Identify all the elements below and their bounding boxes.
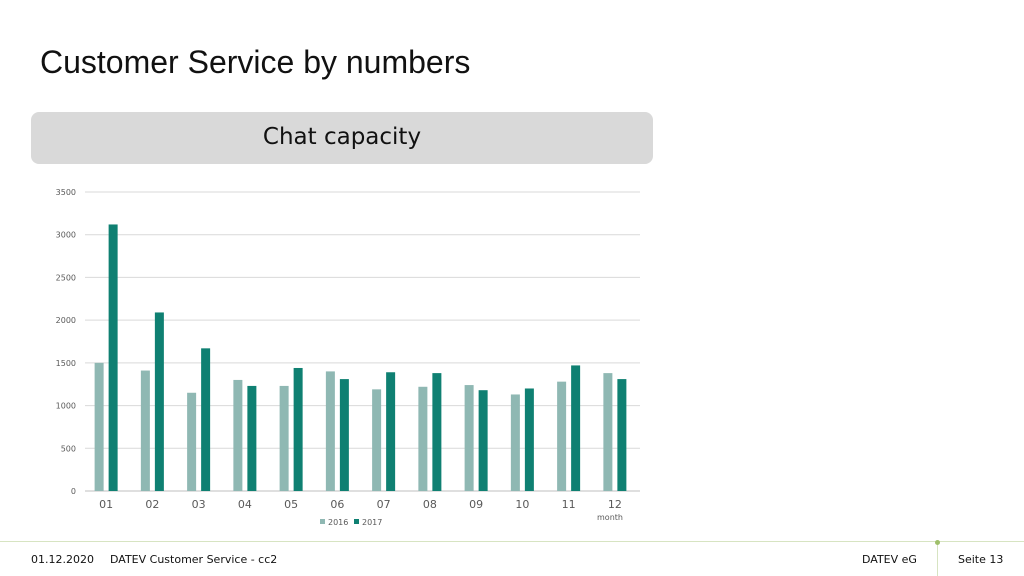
legend-label-2017: 2017 xyxy=(362,518,382,527)
x-tick-label: 05 xyxy=(284,498,298,511)
chart-title-banner: Chat capacity xyxy=(31,112,653,164)
y-tick-label: 1500 xyxy=(56,359,76,368)
bar-2017-04 xyxy=(247,385,257,491)
y-tick-label: 3500 xyxy=(56,188,76,197)
footer-page-number: Seite 13 xyxy=(958,553,1004,566)
bar-2016-11 xyxy=(557,381,567,491)
y-tick-label: 2500 xyxy=(56,273,76,282)
bar-2016-02 xyxy=(140,370,150,491)
legend-label-2016: 2016 xyxy=(328,518,348,527)
footer-divider xyxy=(0,541,1024,542)
chart-title: Chat capacity xyxy=(262,124,422,150)
bar-2016-06 xyxy=(325,371,335,491)
slide-title: Customer Service by numbers xyxy=(40,44,471,80)
bar-2017-09 xyxy=(478,390,488,491)
y-tick-label: 0 xyxy=(71,487,76,496)
footer-company: DATEV eG xyxy=(862,553,917,566)
y-tick-label: 2000 xyxy=(56,316,76,325)
bar-2017-06 xyxy=(339,379,349,491)
footer-accent-dot xyxy=(935,540,940,545)
x-tick-label: 06 xyxy=(330,498,344,511)
x-tick-label: 04 xyxy=(238,498,252,511)
x-tick-label: 03 xyxy=(192,498,206,511)
bar-2016-10 xyxy=(510,394,520,491)
footer-vertical-divider xyxy=(937,542,938,576)
bar-2017-10 xyxy=(524,388,534,491)
y-tick-label: 3000 xyxy=(56,231,76,240)
bar-2016-04 xyxy=(233,379,243,491)
x-tick-label: 10 xyxy=(515,498,529,511)
bar-2016-01 xyxy=(94,362,104,491)
bar-2016-09 xyxy=(464,385,474,491)
x-tick-label: 09 xyxy=(469,498,483,511)
x-tick-label: 12 xyxy=(608,498,622,511)
bar-2016-07 xyxy=(372,389,382,491)
x-tick-label: 11 xyxy=(562,498,576,511)
x-tick-label: 02 xyxy=(145,498,159,511)
bar-2017-02 xyxy=(154,312,164,491)
x-axis-label: month xyxy=(597,513,623,522)
bar-2017-05 xyxy=(293,367,303,491)
bar-2016-12 xyxy=(603,373,613,491)
x-tick-label: 08 xyxy=(423,498,437,511)
bar-2017-12 xyxy=(617,379,627,491)
bar-2016-05 xyxy=(279,385,289,491)
bar-2017-07 xyxy=(386,372,396,491)
bar-2016-03 xyxy=(187,392,197,491)
bar-2017-08 xyxy=(432,373,442,491)
bar-2017-11 xyxy=(571,365,581,491)
y-tick-label: 500 xyxy=(61,444,76,453)
y-tick-label: 1000 xyxy=(56,402,76,411)
footer-date: 01.12.2020 xyxy=(31,553,94,566)
bar-2016-08 xyxy=(418,386,428,491)
x-tick-label: 07 xyxy=(377,498,391,511)
bar-2017-01 xyxy=(108,224,118,491)
bar-2017-03 xyxy=(201,348,211,491)
footer-center-text: DATEV Customer Service - cc2 xyxy=(110,553,278,566)
legend-swatch-2016 xyxy=(320,519,325,524)
x-tick-label: 01 xyxy=(99,498,113,511)
legend-swatch-2017 xyxy=(354,519,359,524)
